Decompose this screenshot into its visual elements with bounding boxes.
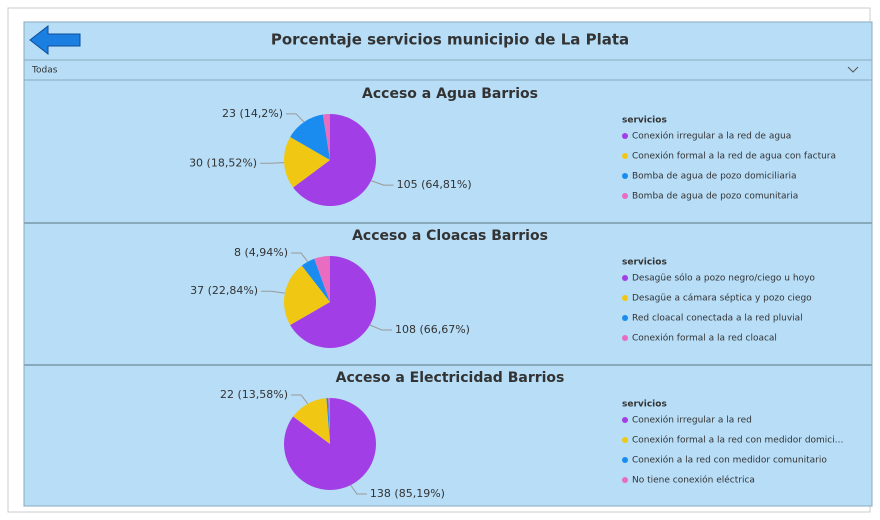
leader-line xyxy=(370,180,394,186)
legend-title: servicios xyxy=(622,116,667,126)
legend-swatch xyxy=(622,315,628,321)
pie-slice xyxy=(290,114,330,160)
data-label: 37 (22,84%) xyxy=(190,284,258,297)
chart-title: Acceso a Electricidad Barrios xyxy=(336,370,565,386)
legend-swatch xyxy=(622,153,628,159)
chart-title: Acceso a Cloacas Barrios xyxy=(352,228,548,244)
leader-line xyxy=(369,324,392,331)
legend-swatch xyxy=(622,275,628,281)
legend-swatch xyxy=(622,133,628,139)
legend-label: Conexión formal a la red de agua con fac… xyxy=(632,151,836,162)
pie-slice xyxy=(328,398,330,444)
pie-slice xyxy=(293,114,376,206)
filter-value[interactable]: Todas xyxy=(31,66,58,76)
leader-line xyxy=(291,394,309,405)
legend-swatch xyxy=(622,417,628,423)
pie-slice xyxy=(284,265,330,325)
leader-line xyxy=(286,113,305,123)
pie-slice xyxy=(284,137,330,188)
data-label: 30 (18,52%) xyxy=(189,156,257,169)
legend-swatch xyxy=(622,335,628,341)
legend-label: Conexión formal a la red cloacal xyxy=(632,333,777,344)
legend-label: Conexión formal a la red con medidor dom… xyxy=(632,435,843,446)
data-label: 23 (14,2%) xyxy=(222,107,283,120)
legend-swatch xyxy=(622,295,628,301)
legend-swatch xyxy=(622,437,628,443)
legend-swatch xyxy=(622,477,628,483)
panel xyxy=(23,21,873,507)
legend-title: servicios xyxy=(622,258,667,268)
pie-slice xyxy=(326,398,330,444)
legend-label: Bomba de agua de pozo domiciliaria xyxy=(632,172,797,182)
leader-line xyxy=(350,484,367,495)
legend-label: Conexión a la red con medidor comunitari… xyxy=(632,455,827,466)
legend-label: Red cloacal conectada a la red pluvial xyxy=(632,314,803,324)
legend-swatch xyxy=(622,457,628,463)
leader-line xyxy=(260,162,285,164)
legend-label: Conexión irregular a la red de agua xyxy=(632,131,791,142)
chart-title: Acceso a Agua Barrios xyxy=(362,86,538,102)
legend-swatch xyxy=(622,193,628,199)
dropdown-chevron[interactable] xyxy=(847,66,859,73)
pie-slice xyxy=(301,258,330,302)
legend-label: Conexión irregular a la red xyxy=(632,415,752,426)
pie-slice xyxy=(293,398,330,444)
back-button[interactable] xyxy=(29,24,81,56)
legend-swatch xyxy=(622,173,628,179)
legend-label: Desagüe a cámara séptica y pozo ciego xyxy=(632,293,812,304)
page-title: Porcentaje servicios municipio de La Pla… xyxy=(271,31,629,49)
data-label: 138 (85,19%) xyxy=(370,487,445,500)
data-label: 105 (64,81%) xyxy=(397,178,472,191)
data-label: 22 (13,58%) xyxy=(220,388,288,401)
legend-label: Desagüe sólo a pozo negro/ciego u hoyo xyxy=(632,273,815,284)
legend-label: No tiene conexión eléctrica xyxy=(632,475,755,486)
pie-slice xyxy=(290,256,376,348)
pie-slice xyxy=(322,114,330,160)
legend-label: Bomba de agua de pozo comunitaria xyxy=(632,192,798,202)
pie-slice xyxy=(314,256,330,302)
data-label: 8 (4,94%) xyxy=(234,246,288,259)
data-label: 108 (66,67%) xyxy=(395,323,470,336)
leader-line xyxy=(261,290,285,294)
leader-line xyxy=(291,252,309,263)
legend-title: servicios xyxy=(622,400,667,410)
